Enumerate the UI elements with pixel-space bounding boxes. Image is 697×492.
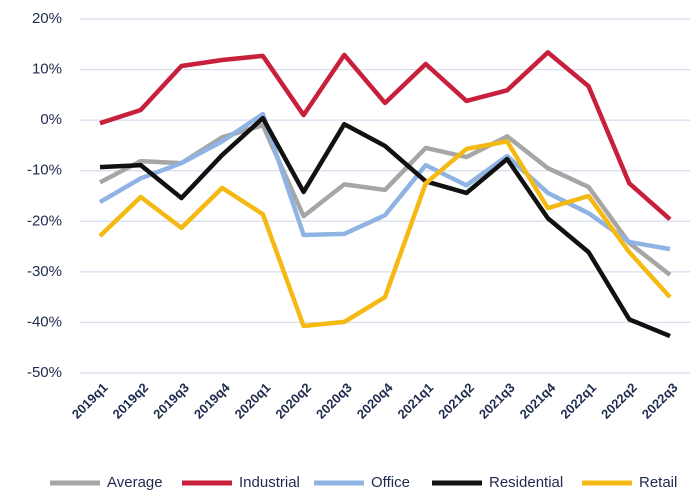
x-tick-label: 2021q4 bbox=[517, 379, 559, 421]
x-tick-label: 2020q2 bbox=[272, 380, 314, 422]
series-line bbox=[98, 111, 671, 252]
y-tick-label: -20% bbox=[27, 212, 62, 229]
legend-label: Industrial bbox=[239, 474, 300, 491]
x-tick-label: 2022q1 bbox=[557, 380, 599, 422]
x-tick-label: 2020q4 bbox=[354, 379, 396, 421]
x-tick-label: 2020q1 bbox=[232, 380, 274, 422]
legend-label: Retail bbox=[639, 474, 677, 491]
legend-label: Average bbox=[107, 474, 163, 491]
x-tick-label: 2019q3 bbox=[150, 380, 192, 422]
series-line bbox=[99, 50, 672, 221]
y-tick-label: 10% bbox=[32, 61, 62, 78]
legend-label: Office bbox=[371, 474, 410, 491]
y-tick-label: 0% bbox=[40, 111, 62, 128]
y-tick-label: -50% bbox=[27, 364, 62, 381]
y-tick-label: -40% bbox=[27, 313, 62, 330]
x-tick-label: 2019q1 bbox=[69, 380, 111, 422]
x-tick-label: 2021q3 bbox=[476, 380, 518, 422]
x-tick-label: 2022q3 bbox=[639, 380, 681, 422]
x-tick-label: 2022q2 bbox=[598, 380, 640, 422]
x-tick-label: 2019q4 bbox=[191, 379, 233, 421]
series-line bbox=[98, 139, 672, 329]
x-tick-label: 2020q3 bbox=[313, 380, 355, 422]
y-tick-label: -30% bbox=[27, 263, 62, 280]
y-tick-label: -10% bbox=[27, 162, 62, 179]
legend-label: Residential bbox=[489, 474, 563, 491]
series-line bbox=[99, 115, 671, 339]
x-tick-label: 2021q1 bbox=[394, 380, 436, 422]
x-tick-label: 2019q2 bbox=[109, 380, 151, 422]
x-tick-label: 2021q2 bbox=[435, 380, 477, 422]
y-tick-label: 20% bbox=[32, 10, 62, 27]
